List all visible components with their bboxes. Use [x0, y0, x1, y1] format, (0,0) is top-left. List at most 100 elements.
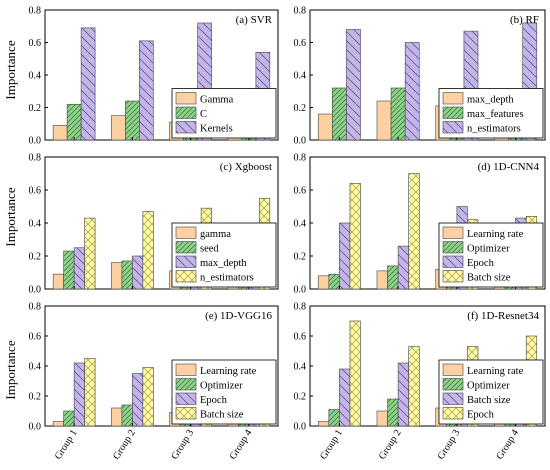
legend-label: Gamma: [200, 95, 234, 106]
bar-seed-1: [63, 250, 75, 290]
legend-label: Batch size: [467, 273, 511, 284]
legend-swatch: [175, 407, 197, 420]
legend-swatch: [442, 407, 464, 420]
bar-n-estimators-2: [404, 42, 420, 141]
panel-3: 0.0 0.2 0.4 0.6 0.8 (c) Xgboost gamma seed max_d…: [29, 153, 279, 296]
bar-max-features-1: [332, 87, 347, 141]
legend-swatch: [442, 392, 464, 405]
bar-gamma-2: [111, 262, 123, 290]
legend: Learning rate Optimizer Batch size Epoch: [438, 359, 544, 425]
legend-label: Optimizer: [467, 244, 510, 255]
y-tick-label: 0.2: [294, 392, 307, 403]
legend-swatch: [442, 241, 464, 254]
legend-label: Learning rate: [200, 366, 257, 377]
y-tick-label: 0.4: [294, 71, 307, 82]
legend-label: C: [200, 109, 207, 120]
bar-epoch-1: [73, 362, 85, 427]
bar-optimizer-1: [63, 410, 75, 427]
bar-n-estimators-2: [142, 211, 154, 290]
y-tick-label: 0.8: [29, 6, 42, 17]
bar-max-depth-2: [376, 100, 392, 141]
y-axis-label-row-2: Importance: [3, 187, 18, 246]
bar-epoch-1: [349, 320, 361, 427]
panel-4: 0.0 0.2 0.4 0.6 0.8 (d) 1D-CNN4 Learning rate O…: [294, 153, 546, 296]
bar-batch-size-1: [84, 358, 96, 427]
bar-optimizer-1: [328, 409, 340, 427]
panel-2: 0.0 0.2 0.4 0.6 0.8 (b) RF max_depth max_featur…: [294, 6, 546, 147]
legend-swatch: [175, 255, 197, 268]
y-tick-label: 0.6: [29, 38, 42, 49]
y-tick-label: 0.0: [294, 136, 307, 147]
y-tick-label: 0.0: [29, 422, 42, 433]
y-tick-label: 0.6: [29, 186, 42, 197]
x-tick-label: Group 1: [53, 428, 80, 462]
y-axis-label-row-3: Importance: [3, 340, 18, 399]
panel-title: (c) Xgboost: [220, 161, 272, 173]
y-tick-label: 0.4: [294, 219, 307, 230]
legend-swatch: [442, 226, 464, 239]
panel-title: (e) 1D-VGG16: [205, 310, 272, 322]
y-tick-label: 0.4: [29, 362, 42, 373]
legend-label: Optimizer: [200, 381, 243, 392]
bar-batch-size-2: [408, 173, 420, 290]
legend-label: Epoch: [200, 395, 228, 406]
y-tick-label: 0.0: [29, 285, 42, 296]
panel-6: 0.0 0.2 0.4 0.6 0.8 Group 1 Group 2 Group 3 Grou…: [294, 302, 546, 462]
legend-swatch: [442, 363, 464, 376]
legend-label: n_estimators: [467, 124, 521, 135]
legend-label: Learning rate: [467, 229, 524, 240]
bar-learning-rate-2: [376, 270, 388, 290]
legend-swatch: [175, 106, 197, 119]
bar-c-1: [66, 103, 82, 141]
panel-1: 0.0 0.2 0.4 0.6 0.8 (a) SVR Gamma C Kernels: [29, 6, 279, 147]
x-tick-label: Group 1: [318, 428, 345, 462]
legend-swatch: [175, 392, 197, 405]
panel-title: (d) 1D-CNN4: [478, 161, 540, 173]
y-tick-label: 0.8: [294, 302, 307, 313]
y-tick-label: 0.0: [294, 422, 307, 433]
legend-label: gamma: [200, 229, 231, 240]
legend-swatch: [175, 270, 197, 283]
panel-title: (f) 1D-Resnet34: [467, 310, 539, 322]
x-tick-label: Group 4: [228, 428, 255, 462]
panel-5: 0.0 0.2 0.4 0.6 0.8 Group 1 Group 2 Group 3 Grou…: [29, 302, 279, 462]
bar-c-2: [125, 100, 140, 141]
bar-learning-rate-2: [376, 410, 388, 427]
legend-swatch: [175, 226, 197, 239]
legend: Gamma C Kernels: [171, 88, 277, 139]
bar-learning-rate-1: [317, 275, 330, 290]
y-axis-label-row-1: Importance: [3, 40, 18, 99]
y-tick-label: 0.0: [294, 285, 307, 296]
legend-label: Batch size: [467, 395, 511, 406]
legend-label: n_estimators: [200, 273, 254, 284]
y-tick-label: 0.8: [294, 153, 307, 164]
bar-epoch-2: [408, 346, 420, 427]
y-tick-label: 0.0: [29, 136, 42, 147]
legend-label: max_depth: [200, 258, 247, 269]
legend-label: max_depth: [467, 95, 514, 106]
bar-max-depth-1: [73, 247, 85, 290]
bar-epoch-2: [132, 373, 144, 427]
legend: Learning rate Optimizer Epoch Batch size: [171, 359, 277, 425]
bar-batch-size-2: [142, 367, 154, 427]
legend-label: Batch size: [200, 410, 244, 421]
bar-n-estimators-1: [346, 29, 361, 141]
legend-swatch: [442, 92, 464, 105]
y-tick-label: 0.8: [294, 6, 307, 17]
y-tick-label: 0.6: [294, 332, 307, 343]
bar-batch-size-2: [397, 362, 409, 427]
bar-max-depth-1: [317, 113, 333, 141]
bar-epoch-1: [339, 222, 351, 290]
bar-batch-size-1: [349, 183, 361, 290]
bar-learning-rate-1: [317, 421, 330, 427]
legend-label: Epoch: [467, 410, 495, 421]
legend-swatch: [442, 270, 464, 283]
x-tick-label: Group 4: [494, 428, 521, 462]
y-tick-label: 0.2: [29, 392, 42, 403]
y-tick-label: 0.6: [294, 38, 307, 49]
y-tick-label: 0.6: [294, 186, 307, 197]
bar-max-depth-2: [132, 255, 144, 290]
legend: Learning rate Optimizer Epoch Batch size: [438, 222, 544, 288]
bar-n-estimators-1: [84, 217, 96, 290]
legend-swatch: [175, 241, 197, 254]
